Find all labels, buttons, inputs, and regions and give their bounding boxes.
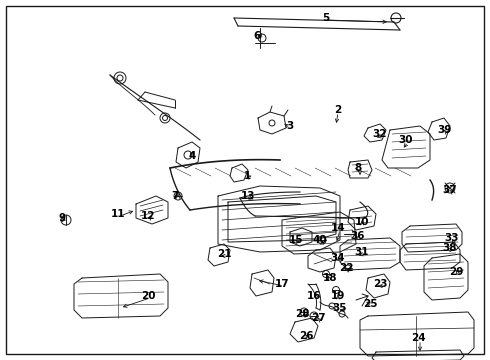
Text: 14: 14 bbox=[331, 223, 345, 233]
Text: 38: 38 bbox=[443, 243, 457, 253]
Text: 25: 25 bbox=[363, 299, 377, 309]
Text: 26: 26 bbox=[299, 331, 313, 341]
Text: 6: 6 bbox=[253, 31, 261, 41]
Text: 22: 22 bbox=[339, 263, 353, 273]
Text: 21: 21 bbox=[217, 249, 231, 259]
Text: 20: 20 bbox=[141, 291, 155, 301]
Text: 27: 27 bbox=[311, 313, 325, 323]
Text: 17: 17 bbox=[275, 279, 289, 289]
Text: 16: 16 bbox=[307, 291, 321, 301]
Text: 8: 8 bbox=[354, 163, 362, 173]
Text: 37: 37 bbox=[442, 185, 457, 195]
Text: 32: 32 bbox=[373, 129, 387, 139]
Text: 30: 30 bbox=[399, 135, 413, 145]
Text: 28: 28 bbox=[295, 309, 309, 319]
Text: 36: 36 bbox=[351, 231, 365, 241]
Text: 31: 31 bbox=[355, 247, 369, 257]
Text: 23: 23 bbox=[373, 279, 387, 289]
Text: 11: 11 bbox=[111, 209, 125, 219]
Text: 10: 10 bbox=[355, 217, 369, 227]
Text: 1: 1 bbox=[244, 171, 250, 181]
Text: 7: 7 bbox=[172, 191, 179, 201]
Text: 39: 39 bbox=[437, 125, 451, 135]
Text: 2: 2 bbox=[334, 105, 342, 115]
Text: 29: 29 bbox=[449, 267, 463, 277]
Text: 40: 40 bbox=[313, 235, 327, 245]
Text: 34: 34 bbox=[331, 253, 345, 263]
Text: 24: 24 bbox=[411, 333, 425, 343]
Text: 15: 15 bbox=[289, 235, 303, 245]
Text: 33: 33 bbox=[445, 233, 459, 243]
Text: 12: 12 bbox=[141, 211, 155, 221]
Text: 18: 18 bbox=[323, 273, 337, 283]
Text: 19: 19 bbox=[331, 291, 345, 301]
Text: 13: 13 bbox=[241, 191, 255, 201]
Text: 5: 5 bbox=[322, 13, 330, 23]
Text: 3: 3 bbox=[286, 121, 294, 131]
Text: 4: 4 bbox=[188, 151, 196, 161]
Text: 35: 35 bbox=[333, 303, 347, 313]
Text: 9: 9 bbox=[58, 213, 66, 223]
